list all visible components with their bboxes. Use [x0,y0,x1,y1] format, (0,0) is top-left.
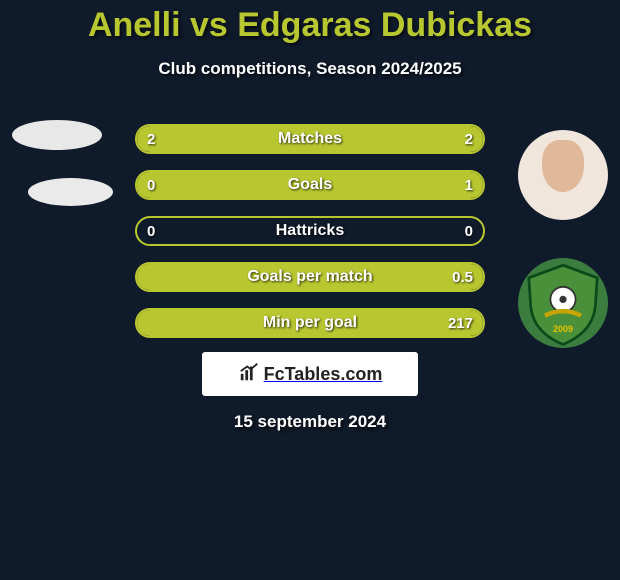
date-text: 15 september 2024 [0,412,620,432]
stat-row-min-per-goal: Min per goal 217 [135,308,485,338]
stat-label: Goals per match [137,264,483,290]
stat-value-right: 2 [465,126,473,152]
brand-text: FcTables.com [264,364,383,385]
stat-row-hattricks: 0 Hattricks 0 [135,216,485,246]
right-club-badge: 2009 [518,258,608,348]
stat-label: Hattricks [137,218,483,244]
stat-value-right: 0 [465,218,473,244]
page-title: Anelli vs Edgaras Dubickas [0,0,620,45]
stat-label: Matches [137,126,483,152]
stat-label: Min per goal [137,310,483,336]
stat-label: Goals [137,172,483,198]
right-player-avatar [518,130,608,220]
stat-row-goals-per-match: Goals per match 0.5 [135,262,485,292]
comparison-stats: 2 Matches 2 0 Goals 1 0 Hattricks 0 Goal… [135,124,485,354]
stat-row-matches: 2 Matches 2 [135,124,485,154]
stat-value-right: 1 [465,172,473,198]
chart-icon [238,361,260,388]
subtitle: Club competitions, Season 2024/2025 [0,59,620,79]
left-club-badge [28,178,113,206]
brand-link[interactable]: FcTables.com [202,352,418,396]
left-player-avatar [12,120,102,150]
stat-value-right: 217 [448,310,473,336]
stat-value-right: 0.5 [452,264,473,290]
stat-row-goals: 0 Goals 1 [135,170,485,200]
svg-text:2009: 2009 [553,324,573,334]
